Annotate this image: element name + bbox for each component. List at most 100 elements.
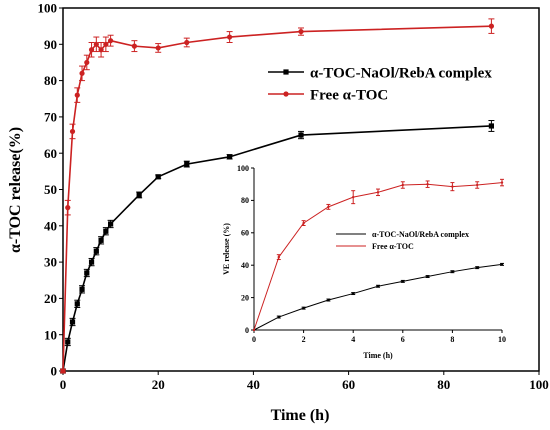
data-point bbox=[476, 266, 479, 269]
data-point bbox=[98, 237, 104, 243]
inset-x-axis-label: Time (h) bbox=[363, 351, 393, 360]
data-point bbox=[65, 339, 71, 345]
data-point bbox=[88, 259, 95, 265]
data-point bbox=[302, 306, 305, 310]
x-tick-label: 8 bbox=[450, 335, 454, 344]
y-tick-label: 60 bbox=[44, 146, 57, 161]
data-point bbox=[131, 43, 137, 49]
data-point bbox=[298, 132, 304, 138]
y-tick-label: 20 bbox=[241, 293, 249, 302]
legend-marker bbox=[283, 91, 289, 97]
data-point bbox=[103, 228, 109, 234]
data-point bbox=[60, 368, 66, 374]
data-point bbox=[184, 161, 190, 167]
data-point bbox=[488, 23, 494, 29]
legend-marker bbox=[283, 69, 289, 75]
y-tick-label: 80 bbox=[241, 196, 249, 205]
data-point bbox=[65, 205, 71, 211]
series-1 bbox=[252, 178, 504, 332]
y-tick-label: 10 bbox=[44, 327, 57, 342]
data-point bbox=[277, 255, 280, 259]
data-point bbox=[69, 128, 76, 135]
data-point bbox=[376, 285, 380, 288]
x-tick-label: 40 bbox=[247, 377, 260, 392]
x-tick-label: 4 bbox=[351, 335, 355, 344]
y-tick-label: 40 bbox=[241, 261, 249, 270]
data-point bbox=[500, 181, 504, 184]
data-point bbox=[155, 174, 161, 180]
x-tick-label: 80 bbox=[437, 377, 450, 392]
data-point bbox=[302, 221, 305, 225]
data-point bbox=[79, 70, 85, 76]
y-tick-label: 80 bbox=[44, 73, 57, 88]
y-tick-label: 100 bbox=[38, 1, 58, 16]
data-point bbox=[74, 301, 80, 307]
x-tick-label: 60 bbox=[342, 377, 355, 392]
data-point bbox=[103, 41, 109, 47]
data-point bbox=[426, 183, 429, 186]
data-point bbox=[352, 292, 355, 295]
main-x-axis-label: Time (h) bbox=[271, 407, 330, 424]
data-point bbox=[327, 298, 330, 302]
main-series-layer bbox=[60, 18, 495, 374]
data-point bbox=[352, 195, 355, 199]
x-tick-label: 100 bbox=[529, 377, 549, 392]
data-point bbox=[227, 34, 233, 40]
data-point bbox=[84, 59, 90, 66]
x-tick-label: 10 bbox=[498, 335, 506, 344]
inset-y-axis-label: VE release (%) bbox=[222, 223, 231, 275]
x-tick-label: 20 bbox=[152, 377, 165, 392]
data-point bbox=[155, 45, 161, 51]
y-tick-label: 90 bbox=[44, 37, 57, 52]
x-tick-label: 0 bbox=[60, 377, 67, 392]
legend-label: Free α-TOC bbox=[310, 87, 388, 103]
y-tick-label: 60 bbox=[241, 229, 249, 238]
x-tick-label: 0 bbox=[252, 335, 256, 344]
series-1 bbox=[60, 18, 495, 374]
main-y-axis-label: α-TOC release(%) bbox=[7, 127, 24, 253]
legend-label: Free α-TOC bbox=[372, 242, 414, 251]
x-tick-label: 6 bbox=[401, 335, 405, 344]
y-tick-label: 70 bbox=[44, 109, 57, 124]
data-point bbox=[108, 221, 114, 227]
y-tick-label: 20 bbox=[44, 291, 57, 306]
data-point bbox=[227, 154, 233, 160]
data-point bbox=[93, 248, 99, 254]
data-point bbox=[79, 286, 85, 292]
inset-background bbox=[254, 168, 504, 330]
data-point bbox=[184, 39, 190, 46]
data-point bbox=[93, 41, 99, 47]
data-point bbox=[277, 315, 280, 319]
data-point bbox=[88, 47, 95, 53]
y-tick-label: 0 bbox=[51, 364, 58, 379]
data-point bbox=[500, 263, 504, 266]
series-0 bbox=[60, 120, 495, 374]
data-point bbox=[451, 185, 454, 188]
data-point bbox=[74, 92, 80, 98]
series-0 bbox=[252, 262, 504, 332]
legend-label: α-TOC-NaOl/RebA complex bbox=[310, 65, 492, 81]
data-point bbox=[401, 183, 404, 187]
inset-legend: α-TOC-NaOl/RebA complex Free α-TOC bbox=[336, 230, 469, 251]
legend-label: α-TOC-NaOl/RebA complex bbox=[372, 230, 469, 239]
data-point bbox=[451, 270, 454, 273]
data-point bbox=[376, 191, 380, 194]
y-tick-label: 0 bbox=[245, 326, 249, 335]
inset-series-layer bbox=[252, 178, 504, 332]
data-point bbox=[488, 123, 494, 129]
data-point bbox=[426, 275, 429, 278]
main-legend: α-TOC-NaOl/RebA complex Free α-TOC bbox=[268, 65, 492, 103]
data-point bbox=[401, 280, 404, 283]
data-point bbox=[136, 192, 142, 198]
data-point bbox=[84, 270, 90, 276]
data-point bbox=[252, 328, 256, 332]
data-point bbox=[108, 38, 114, 44]
data-point bbox=[98, 47, 104, 53]
x-tick-label: 2 bbox=[302, 335, 306, 344]
y-tick-label: 40 bbox=[44, 218, 57, 233]
data-point bbox=[327, 205, 330, 209]
